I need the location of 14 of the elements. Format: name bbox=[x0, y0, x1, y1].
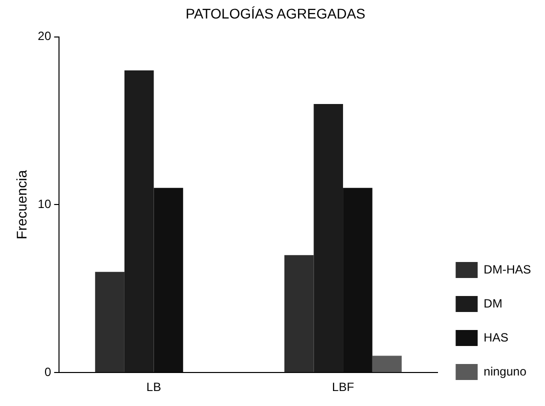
y-tick-label: 20 bbox=[38, 29, 52, 44]
x-tick-label: LBF bbox=[332, 380, 354, 394]
bar bbox=[284, 255, 314, 372]
legend-label: ninguno bbox=[484, 364, 527, 378]
y-tick-label: 0 bbox=[44, 364, 52, 379]
legend-label: DM-HAS bbox=[484, 262, 532, 276]
y-tick-label: 10 bbox=[38, 197, 52, 212]
legend-label: DM bbox=[484, 296, 502, 310]
chart-title: PATOLOGÍAS AGREGADAS bbox=[186, 5, 366, 22]
legend-label: HAS bbox=[484, 330, 508, 344]
bar bbox=[372, 356, 402, 372]
bar bbox=[95, 272, 124, 372]
y-axis-title: Frecuencia bbox=[13, 170, 30, 240]
x-tick-label: LB bbox=[146, 380, 162, 394]
